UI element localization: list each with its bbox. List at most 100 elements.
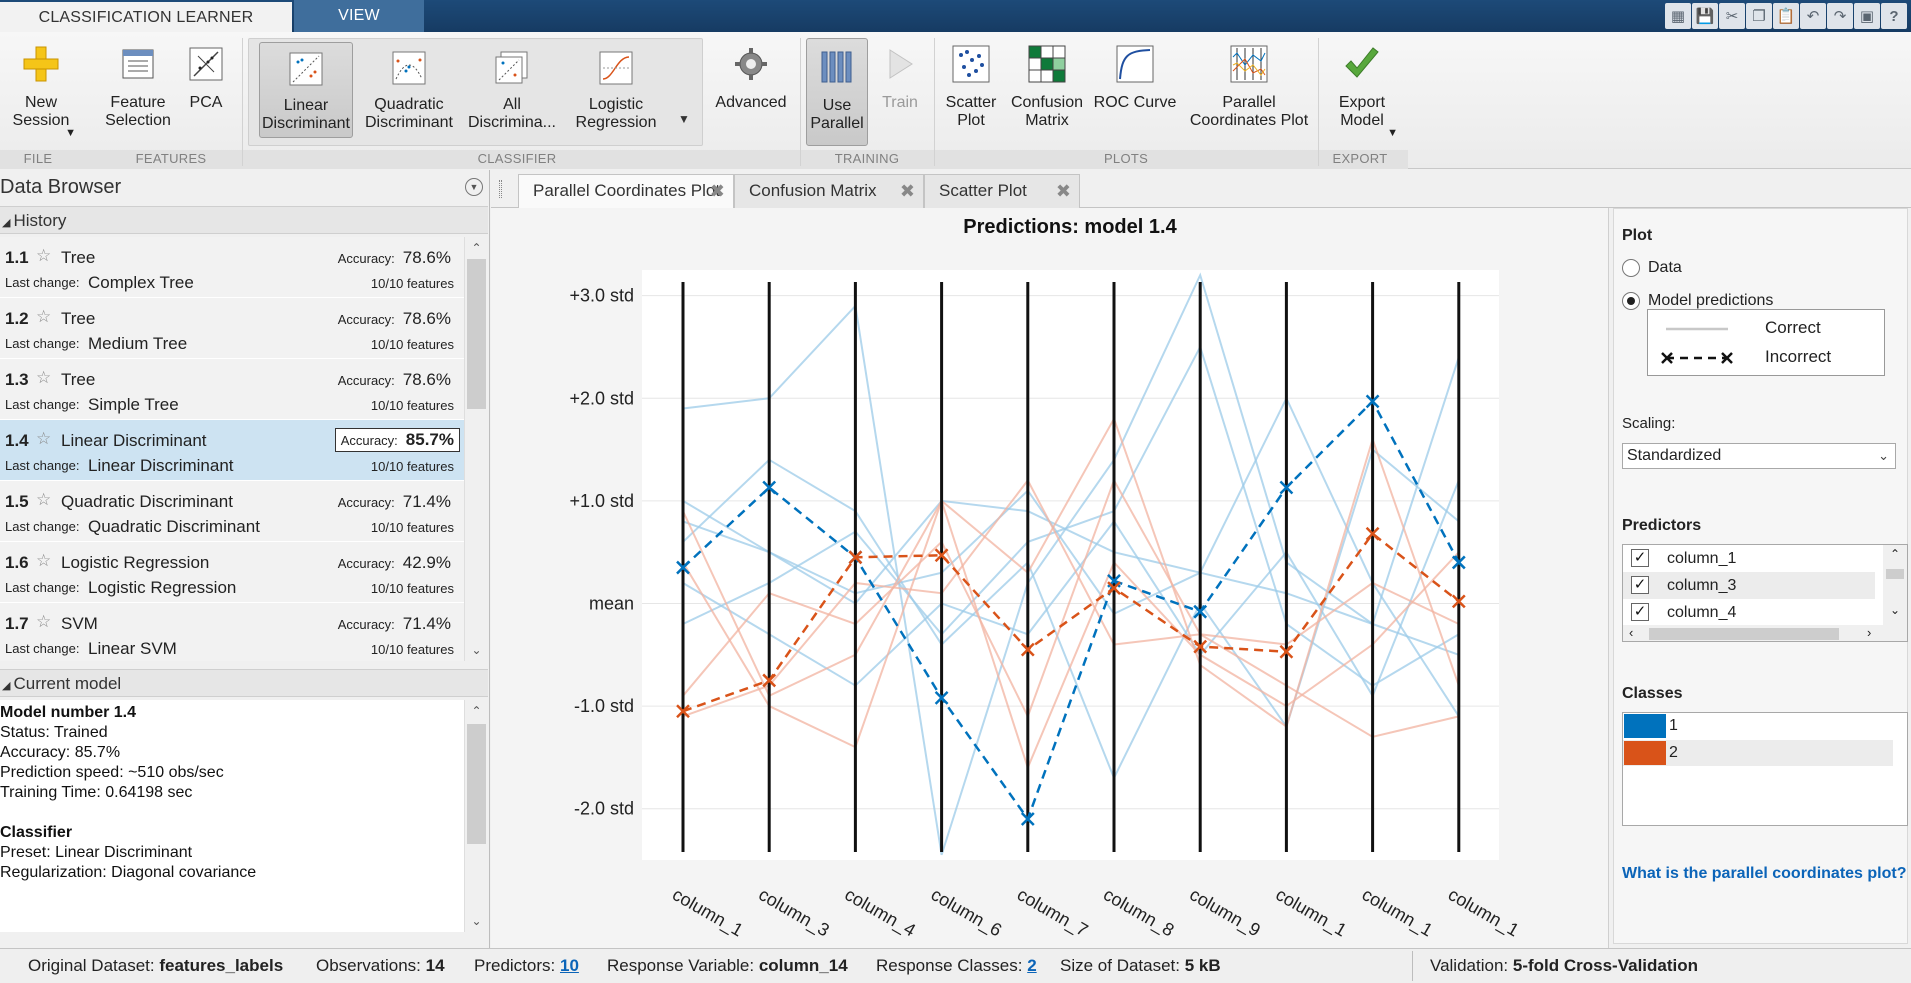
scroll-left-icon[interactable]: ‹ [1629, 625, 1634, 640]
roc-curve-button[interactable]: ROC Curve [1090, 36, 1180, 148]
class-label: 2 [1669, 744, 1678, 761]
export-model-button[interactable]: Export Model ▼ [1324, 36, 1400, 148]
logistic-regression-button[interactable]: Logistic Regression [568, 42, 664, 154]
quadratic-discriminant-button[interactable]: Quadratic Discriminant [362, 42, 456, 154]
scroll-right-icon[interactable]: › [1867, 625, 1872, 640]
current-model-section-header[interactable]: ◢ Current model [0, 669, 488, 697]
star-icon[interactable]: ☆ [36, 612, 52, 631]
predictors-count-link[interactable]: 10 [559, 956, 579, 975]
predictor-item[interactable]: ✓ column_3 [1623, 572, 1875, 599]
scroll-down-icon[interactable]: ⌄ [1889, 603, 1901, 617]
save-icon[interactable]: 💾 [1692, 3, 1718, 29]
scroll-down-icon[interactable]: ⌄ [471, 643, 482, 657]
history-scrollbar[interactable]: ⌃ ⌄ [464, 237, 488, 661]
history-item[interactable]: 1.3 ☆ Tree Accuracy: 78.6% Last change: Simple… [0, 359, 464, 420]
current-model-line: Classifier [0, 824, 73, 841]
radio-model-predictions[interactable] [1622, 292, 1640, 310]
checkbox-checked-icon[interactable]: ✓ [1631, 549, 1649, 567]
tab-confusion-matrix[interactable]: Confusion Matrix ✖ [734, 174, 924, 208]
class-color-swatch[interactable] [1624, 741, 1666, 765]
current-model-scroll-thumb[interactable] [467, 724, 486, 844]
history-item[interactable]: 1.2 ☆ Tree Accuracy: 78.6% Last change: Medium… [0, 298, 464, 359]
tab-parallel-coordinates-plot[interactable]: Parallel Coordinates Plot ✖ [518, 174, 734, 209]
all-discriminants-button[interactable]: All Discrimina... [465, 42, 559, 154]
response-classes-link[interactable]: 2 [1027, 956, 1037, 975]
advanced-button[interactable]: Advanced [712, 36, 790, 148]
history-section-header[interactable]: ◢ History [0, 206, 488, 234]
undo-icon[interactable]: ↶ [1800, 3, 1826, 29]
predictor-item[interactable]: ✓ column_4 [1623, 599, 1875, 626]
close-icon[interactable]: ✖ [1055, 181, 1071, 201]
copy-icon[interactable]: ❐ [1746, 3, 1772, 29]
correct-series-line [682, 395, 1460, 717]
predictor-item[interactable]: ✓ column_1 [1623, 545, 1875, 572]
linear-discriminant-button[interactable]: Linear Discriminant [259, 42, 353, 138]
tab-scatter-plot[interactable]: Scatter Plot ✖ [924, 174, 1080, 208]
paste-icon[interactable]: 📋 [1773, 3, 1799, 29]
new-session-button[interactable]: New Session ▼ [0, 36, 82, 148]
accuracy-box: Accuracy: 78.6% [333, 369, 456, 391]
section-label-file: FILE [23, 151, 53, 166]
tab-classification-learner[interactable]: CLASSIFICATION LEARNER [0, 0, 292, 32]
layout-icon[interactable]: ▦ [1665, 3, 1691, 29]
star-icon[interactable]: ☆ [36, 307, 52, 326]
history-item[interactable]: 1.5 ☆ Quadratic Discriminant Accuracy: 71.4%… [0, 481, 464, 542]
close-icon[interactable]: ✖ [709, 181, 725, 201]
star-icon[interactable]: ☆ [36, 490, 52, 509]
panel-menu-icon[interactable]: ▼ [465, 178, 483, 196]
last-change-value: Quadratic Discriminant [88, 517, 260, 536]
accuracy-label: Accuracy: [337, 251, 395, 266]
feature-count: 10/10 features [370, 520, 454, 535]
tab-view[interactable]: VIEW [294, 0, 424, 32]
star-icon[interactable]: ☆ [36, 246, 52, 265]
incorrect-marker [676, 560, 690, 575]
history-item[interactable]: 1.6 ☆ Logistic Regression Accuracy: 42.9% Las… [0, 542, 464, 603]
radio-data-label[interactable]: Data [1648, 259, 1682, 276]
current-model-line: Status: Trained [0, 724, 108, 741]
star-icon[interactable]: ☆ [36, 429, 52, 448]
help-icon[interactable]: ? [1881, 3, 1907, 29]
use-parallel-button[interactable]: Use Parallel [806, 38, 868, 146]
feature-selection-button[interactable]: Feature Selection [100, 36, 176, 148]
scatter-plot-button[interactable]: Scatter Plot [938, 36, 1004, 148]
radio-data[interactable] [1622, 259, 1640, 277]
accuracy-label: Accuracy: [337, 373, 395, 388]
scroll-up-icon[interactable]: ⌃ [1889, 547, 1901, 561]
history-item[interactable]: 1.1 ☆ Tree Accuracy: 78.6% Last change: Comple… [0, 237, 464, 298]
current-model-scrollbar[interactable]: ⌃ ⌄ [464, 700, 488, 932]
predictors-hscroll-thumb[interactable] [1649, 628, 1839, 640]
gallery-expand-icon[interactable]: ▼ [678, 112, 690, 126]
checkbox-checked-icon[interactable]: ✓ [1631, 576, 1649, 594]
class-item[interactable]: 1 [1623, 713, 1893, 739]
parallel-coordinates-chart[interactable]: Predictions: model 1.4 +3.0 std+2.0 std+… [491, 208, 1608, 948]
train-button[interactable]: Train [872, 36, 928, 148]
radio-model-predictions-label[interactable]: Model predictions [1648, 292, 1774, 309]
scroll-up-icon[interactable]: ⌃ [471, 241, 482, 255]
redo-icon[interactable]: ↷ [1827, 3, 1853, 29]
last-change-value: Linear SVM [88, 639, 177, 658]
star-icon[interactable]: ☆ [36, 368, 52, 387]
predictors-vscroll-thumb[interactable] [1886, 569, 1904, 579]
cut-icon[interactable]: ✂ [1719, 3, 1745, 29]
scroll-down-icon[interactable]: ⌄ [471, 914, 482, 928]
parallel-coordinates-plot-button[interactable]: Parallel Coordinates Plot [1186, 36, 1312, 148]
star-icon[interactable]: ☆ [36, 551, 52, 570]
history-scroll-thumb[interactable] [467, 259, 486, 409]
confusion-matrix-button[interactable]: Confusion Matrix [1008, 36, 1086, 148]
class-item[interactable]: 2 [1623, 740, 1893, 766]
window-icon[interactable]: ▣ [1854, 3, 1880, 29]
scroll-up-icon[interactable]: ⌃ [471, 704, 482, 718]
class-color-swatch[interactable] [1624, 714, 1666, 738]
pca-button[interactable]: PCA [180, 36, 232, 148]
history-item[interactable]: 1.4 ☆ Linear Discriminant Accuracy: 85.7% Las… [0, 420, 464, 481]
parallel-coordinates-help-link[interactable]: What is the parallel coordinates plot? [1622, 865, 1907, 882]
current-model-line: Accuracy: 85.7% [0, 744, 121, 761]
scaling-dropdown[interactable]: Standardized ⌄ [1622, 443, 1896, 469]
checkbox-checked-icon[interactable]: ✓ [1631, 603, 1649, 621]
close-icon[interactable]: ✖ [899, 181, 915, 201]
history-item[interactable]: 1.7 ☆ SVM Accuracy: 71.4% Last change: Linear … [0, 603, 464, 661]
tab-grip-icon[interactable] [499, 180, 502, 198]
ribbon: New Session ▼ Feature Selection PCA Line… [0, 32, 1911, 169]
predictors-hscroll[interactable]: ‹ › [1623, 625, 1907, 641]
predictors-vscroll[interactable]: ⌃ ⌄ [1883, 545, 1907, 625]
